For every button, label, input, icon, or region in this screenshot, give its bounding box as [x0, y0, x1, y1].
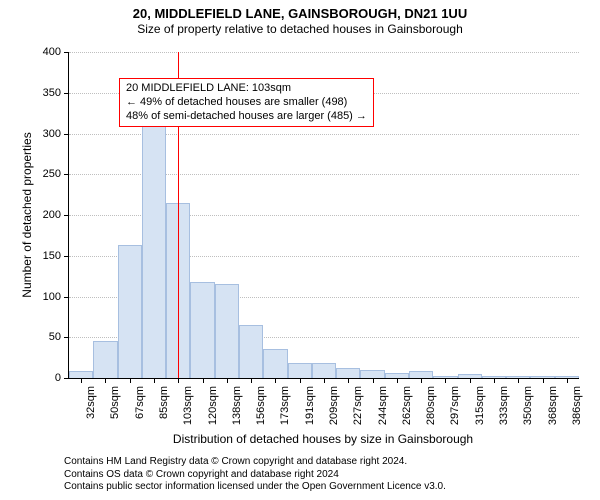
xtick-label: 244sqm: [377, 386, 389, 425]
xtick-label: 333sqm: [498, 386, 510, 425]
xtick-label: 120sqm: [207, 386, 219, 425]
xtick-mark: [421, 378, 422, 383]
histogram-bar: [263, 349, 287, 378]
footer-line: Contains public sector information licen…: [64, 481, 446, 494]
xtick-label: 138sqm: [231, 386, 243, 425]
xtick-label: 209sqm: [328, 386, 340, 425]
annotation-line: ← 49% of detached houses are smaller (49…: [126, 96, 367, 110]
xtick-mark: [105, 378, 106, 383]
histogram-bar: [239, 325, 263, 378]
ytick-mark: [64, 174, 69, 175]
chart-container: 20, MIDDLEFIELD LANE, GAINSBOROUGH, DN21…: [0, 0, 600, 500]
gridline: [69, 52, 579, 53]
xtick-mark: [373, 378, 374, 383]
histogram-bar: [288, 363, 312, 378]
xtick-label: 368sqm: [547, 386, 559, 425]
xtick-label: 227sqm: [352, 386, 364, 425]
xtick-label: 85sqm: [158, 386, 170, 419]
y-axis-label: Number of detached properties: [20, 52, 34, 378]
xtick-mark: [178, 378, 179, 383]
histogram-bar: [336, 368, 360, 378]
xtick-mark: [324, 378, 325, 383]
histogram-bar: [118, 245, 142, 378]
ytick-mark: [64, 256, 69, 257]
xtick-mark: [494, 378, 495, 383]
xtick-mark: [227, 378, 228, 383]
xtick-label: 32sqm: [85, 386, 97, 419]
ytick-mark: [64, 134, 69, 135]
xtick-label: 350sqm: [522, 386, 534, 425]
xtick-mark: [567, 378, 568, 383]
xtick-mark: [130, 378, 131, 383]
xtick-label: 386sqm: [571, 386, 583, 425]
xtick-label: 156sqm: [255, 386, 267, 425]
xtick-mark: [397, 378, 398, 383]
xtick-label: 173sqm: [279, 386, 291, 425]
xtick-label: 280sqm: [425, 386, 437, 425]
annotation-box: 20 MIDDLEFIELD LANE: 103sqm← 49% of deta…: [119, 78, 374, 127]
xtick-label: 297sqm: [449, 386, 461, 425]
xtick-mark: [543, 378, 544, 383]
footer-line: Contains OS data © Crown copyright and d…: [64, 469, 446, 482]
annotation-line: 20 MIDDLEFIELD LANE: 103sqm: [126, 82, 367, 96]
footer-line: Contains HM Land Registry data © Crown c…: [64, 456, 446, 469]
histogram-bar: [190, 282, 214, 378]
xtick-label: 262sqm: [401, 386, 413, 425]
xtick-label: 103sqm: [182, 386, 194, 425]
ytick-mark: [64, 93, 69, 94]
xtick-mark: [81, 378, 82, 383]
footer-attribution: Contains HM Land Registry data © Crown c…: [64, 456, 446, 494]
histogram-bar: [215, 284, 239, 378]
histogram-bar: [93, 341, 117, 378]
xtick-label: 191sqm: [304, 386, 316, 425]
ytick-mark: [64, 297, 69, 298]
xtick-mark: [154, 378, 155, 383]
xtick-mark: [300, 378, 301, 383]
histogram-bar: [360, 370, 384, 378]
xtick-mark: [445, 378, 446, 383]
xtick-label: 67sqm: [134, 386, 146, 419]
ytick-mark: [64, 337, 69, 338]
xtick-mark: [470, 378, 471, 383]
histogram-bar: [142, 125, 166, 378]
plot-area: 05010015020025030035040032sqm50sqm67sqm8…: [68, 52, 579, 379]
xtick-mark: [348, 378, 349, 383]
xtick-label: 315sqm: [474, 386, 486, 425]
ytick-mark: [64, 378, 69, 379]
chart-subtitle: Size of property relative to detached ho…: [0, 22, 600, 36]
xtick-label: 50sqm: [109, 386, 121, 419]
xtick-mark: [203, 378, 204, 383]
xtick-mark: [251, 378, 252, 383]
ytick-mark: [64, 52, 69, 53]
xtick-mark: [275, 378, 276, 383]
chart-title: 20, MIDDLEFIELD LANE, GAINSBOROUGH, DN21…: [0, 6, 600, 22]
xtick-mark: [518, 378, 519, 383]
ytick-mark: [64, 215, 69, 216]
x-axis-label: Distribution of detached houses by size …: [68, 432, 578, 446]
annotation-line: 48% of semi-detached houses are larger (…: [126, 110, 367, 124]
histogram-bar: [312, 363, 336, 378]
